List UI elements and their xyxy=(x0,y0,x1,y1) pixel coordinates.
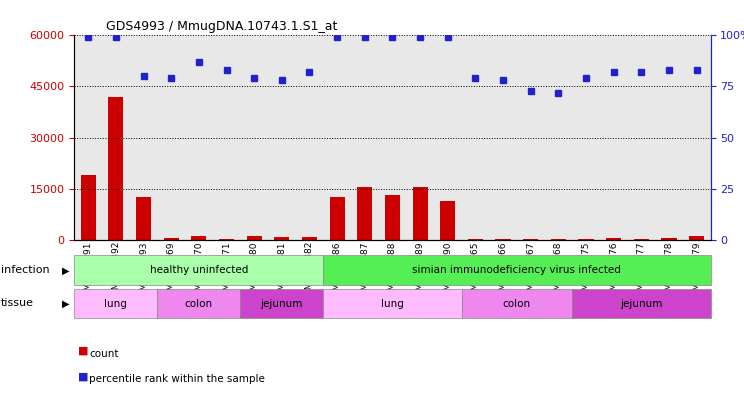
Bar xyxy=(440,200,455,240)
Bar xyxy=(517,35,545,240)
Bar xyxy=(129,35,158,240)
Bar xyxy=(600,35,627,240)
Bar xyxy=(379,35,406,240)
Bar xyxy=(324,255,711,285)
Bar xyxy=(74,289,158,318)
Bar xyxy=(661,239,676,240)
Text: lung: lung xyxy=(381,299,404,309)
Text: colon: colon xyxy=(503,299,531,309)
Bar xyxy=(461,35,490,240)
Text: jejunum: jejunum xyxy=(620,299,663,309)
Bar xyxy=(324,289,461,318)
Text: lung: lung xyxy=(104,299,127,309)
Bar xyxy=(351,35,379,240)
Bar xyxy=(523,239,539,240)
Bar xyxy=(213,35,240,240)
Bar xyxy=(102,35,129,240)
Bar xyxy=(412,187,428,240)
Text: tissue: tissue xyxy=(1,298,33,309)
Bar xyxy=(385,195,400,240)
Bar xyxy=(578,239,594,240)
Text: infection: infection xyxy=(1,265,49,275)
Text: count: count xyxy=(89,349,119,359)
Bar xyxy=(606,238,621,240)
Text: percentile rank within the sample: percentile rank within the sample xyxy=(89,374,265,384)
Bar xyxy=(330,197,344,240)
Bar xyxy=(634,239,649,240)
Text: GDS4993 / MmugDNA.10743.1.S1_at: GDS4993 / MmugDNA.10743.1.S1_at xyxy=(106,20,338,33)
Bar xyxy=(655,35,683,240)
Bar xyxy=(461,289,572,318)
Bar xyxy=(185,35,213,240)
Bar xyxy=(275,237,289,240)
Text: jejunum: jejunum xyxy=(260,299,303,309)
Bar xyxy=(572,35,600,240)
Bar xyxy=(496,239,510,240)
Bar xyxy=(324,35,351,240)
Text: healthy uninfected: healthy uninfected xyxy=(150,265,248,275)
Bar xyxy=(268,35,295,240)
Bar xyxy=(74,35,102,240)
Bar xyxy=(406,35,434,240)
Bar xyxy=(357,187,373,240)
Bar xyxy=(434,35,461,240)
Bar xyxy=(683,35,711,240)
Bar xyxy=(572,289,711,318)
Bar xyxy=(468,239,483,240)
Bar xyxy=(246,236,262,240)
Text: ▶: ▶ xyxy=(62,265,69,275)
Bar xyxy=(74,255,324,285)
Bar xyxy=(80,175,96,240)
Bar xyxy=(240,35,268,240)
Text: ▶: ▶ xyxy=(62,298,69,309)
Bar xyxy=(136,197,151,240)
Bar xyxy=(689,236,705,240)
Bar xyxy=(545,35,572,240)
Bar xyxy=(490,35,517,240)
Text: ■: ■ xyxy=(78,346,89,356)
Bar xyxy=(295,35,324,240)
Text: simian immunodeficiency virus infected: simian immunodeficiency virus infected xyxy=(412,265,621,275)
Bar xyxy=(158,35,185,240)
Text: colon: colon xyxy=(185,299,213,309)
Bar xyxy=(219,239,234,240)
Bar xyxy=(164,239,179,240)
Bar xyxy=(551,239,566,240)
Bar xyxy=(240,289,324,318)
Bar xyxy=(158,289,240,318)
Bar xyxy=(191,236,207,240)
Bar xyxy=(302,237,317,240)
Bar xyxy=(627,35,655,240)
Text: ■: ■ xyxy=(78,371,89,381)
Bar xyxy=(109,97,124,240)
